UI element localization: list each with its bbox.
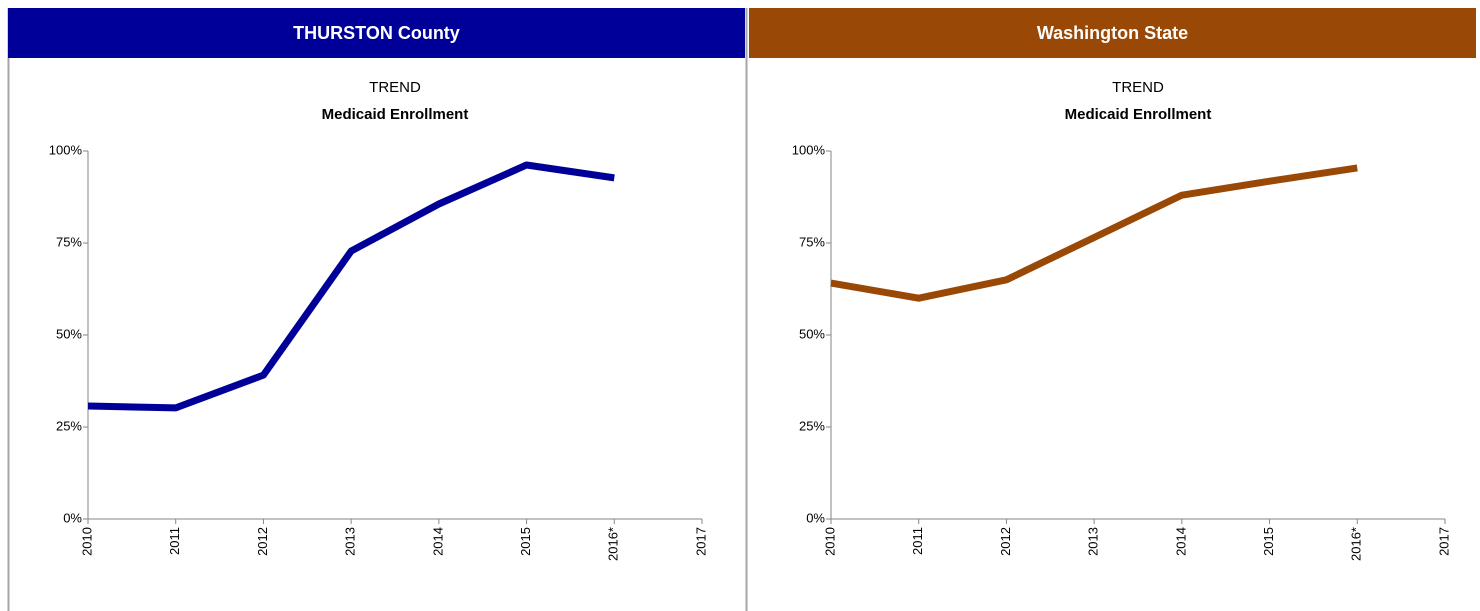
y-tick-label: 50% <box>56 326 82 341</box>
y-tick-label: 75% <box>799 234 825 249</box>
panel-header <box>8 8 745 58</box>
x-tick-label: 2010 <box>822 527 837 556</box>
chart-title: TREND <box>369 79 421 96</box>
x-tick-label: 2011 <box>167 527 182 555</box>
y-tick-label: 100% <box>49 142 83 157</box>
data-line <box>87 161 615 412</box>
x-tick-label: 2015 <box>1261 527 1276 556</box>
y-tick-label: 100% <box>792 142 826 157</box>
y-tick-label: 25% <box>799 418 825 433</box>
data-line <box>830 164 1358 302</box>
x-tick-label: 2017 <box>693 527 708 556</box>
x-tick-label: 2013 <box>343 527 358 556</box>
chart-subtitle: Medicaid Enrollment <box>322 106 469 123</box>
chart-subtitle: Medicaid Enrollment <box>1065 106 1212 123</box>
panel-header <box>749 8 1476 58</box>
x-tick-label: 2013 <box>1086 527 1101 556</box>
x-tick-label: 2016* <box>1349 527 1364 561</box>
y-tick-label: 25% <box>56 418 82 433</box>
y-tick-label: 50% <box>799 326 825 341</box>
x-tick-label: 2016* <box>606 527 621 561</box>
panel-header-title: Washington State <box>1037 23 1188 43</box>
y-tick-label: 75% <box>56 234 82 249</box>
y-tick-label: 0% <box>63 510 82 525</box>
x-tick-label: 2017 <box>1436 527 1451 556</box>
x-tick-label: 2010 <box>79 527 94 556</box>
x-tick-label: 2012 <box>998 527 1013 556</box>
y-tick-label: 0% <box>806 510 825 525</box>
panel-header-title: THURSTON County <box>293 23 460 43</box>
x-tick-label: 2014 <box>1173 527 1188 556</box>
x-tick-label: 2011 <box>910 527 925 555</box>
x-tick-label: 2012 <box>255 527 270 556</box>
x-tick-label: 2014 <box>430 527 445 556</box>
chart-title: TREND <box>1112 79 1164 96</box>
x-tick-label: 2015 <box>518 527 533 556</box>
